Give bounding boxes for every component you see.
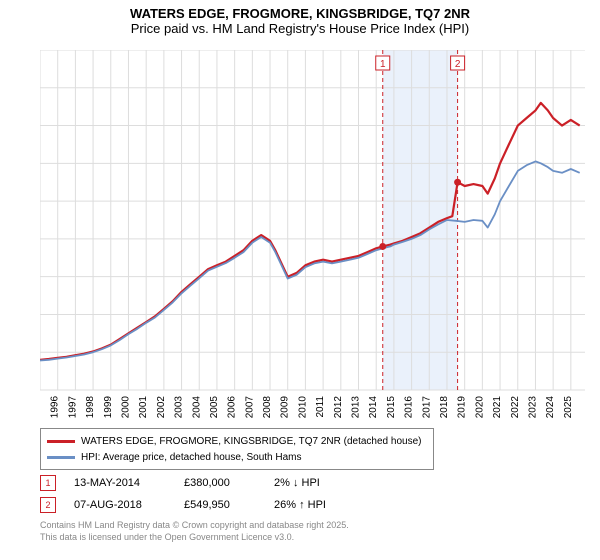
svg-text:2005: 2005 [209,396,220,419]
sale-diff: 26% ↑ HPI [274,499,374,511]
svg-text:2019: 2019 [457,396,468,419]
sale-price: £380,000 [184,477,274,489]
title-line1: WATERS EDGE, FROGMORE, KINGSBRIDGE, TQ7 … [0,6,600,21]
svg-text:2009: 2009 [280,396,291,419]
svg-text:2012: 2012 [333,396,344,419]
legend-label: HPI: Average price, detached house, Sout… [81,452,302,463]
svg-text:2014: 2014 [368,396,379,419]
svg-text:2008: 2008 [262,396,273,419]
sale-diff: 2% ↓ HPI [274,477,374,489]
svg-text:2003: 2003 [174,396,185,419]
footer-attribution: Contains HM Land Registry data © Crown c… [40,520,349,543]
footer-line1: Contains HM Land Registry data © Crown c… [40,520,349,532]
sale-price: £549,950 [184,499,274,511]
svg-text:2010: 2010 [297,396,308,419]
sale-marker: 1 [40,475,56,491]
svg-text:2024: 2024 [545,396,556,419]
svg-text:2015: 2015 [386,396,397,419]
svg-text:2001: 2001 [138,396,149,419]
title-line2: Price paid vs. HM Land Registry's House … [0,21,600,36]
svg-text:2023: 2023 [527,396,538,419]
chart: £0£100K£200K£300K£400K£500K£600K£700K£80… [40,50,585,420]
sale-marker: 2 [40,497,56,513]
svg-text:2: 2 [455,59,461,70]
legend-swatch [47,456,75,459]
chart-title: WATERS EDGE, FROGMORE, KINGSBRIDGE, TQ7 … [0,0,600,36]
legend-swatch [47,440,75,443]
svg-text:1998: 1998 [85,396,96,419]
svg-text:2021: 2021 [492,396,503,419]
svg-text:2011: 2011 [315,396,326,418]
sale-row: 2 07-AUG-2018£549,95026% ↑ HPI [40,494,374,516]
svg-text:2002: 2002 [156,396,167,419]
legend-item: HPI: Average price, detached house, Sout… [47,449,427,465]
svg-text:2017: 2017 [421,396,432,419]
svg-text:1996: 1996 [50,396,61,419]
svg-text:2020: 2020 [474,396,485,419]
svg-text:2007: 2007 [244,396,255,419]
sale-row: 1 13-MAY-2014£380,0002% ↓ HPI [40,472,374,494]
svg-text:1999: 1999 [103,396,114,419]
svg-text:2018: 2018 [439,396,450,419]
sale-date: 07-AUG-2018 [74,499,184,511]
svg-text:2006: 2006 [227,396,238,419]
svg-text:2013: 2013 [351,396,362,419]
svg-text:1: 1 [380,59,386,70]
svg-text:2004: 2004 [191,396,202,419]
legend-item: WATERS EDGE, FROGMORE, KINGSBRIDGE, TQ7 … [47,433,427,449]
svg-text:1995: 1995 [40,396,43,419]
svg-text:1997: 1997 [67,396,78,419]
sale-date: 13-MAY-2014 [74,477,184,489]
sale-annotations: 1 13-MAY-2014£380,0002% ↓ HPI 2 07-AUG-2018… [40,472,374,516]
svg-text:2022: 2022 [510,396,521,419]
legend: WATERS EDGE, FROGMORE, KINGSBRIDGE, TQ7 … [40,428,434,470]
footer-line2: This data is licensed under the Open Gov… [40,532,349,544]
svg-text:2025: 2025 [563,396,574,419]
svg-text:2000: 2000 [120,396,131,419]
legend-label: WATERS EDGE, FROGMORE, KINGSBRIDGE, TQ7 … [81,436,421,447]
svg-text:2016: 2016 [404,396,415,419]
